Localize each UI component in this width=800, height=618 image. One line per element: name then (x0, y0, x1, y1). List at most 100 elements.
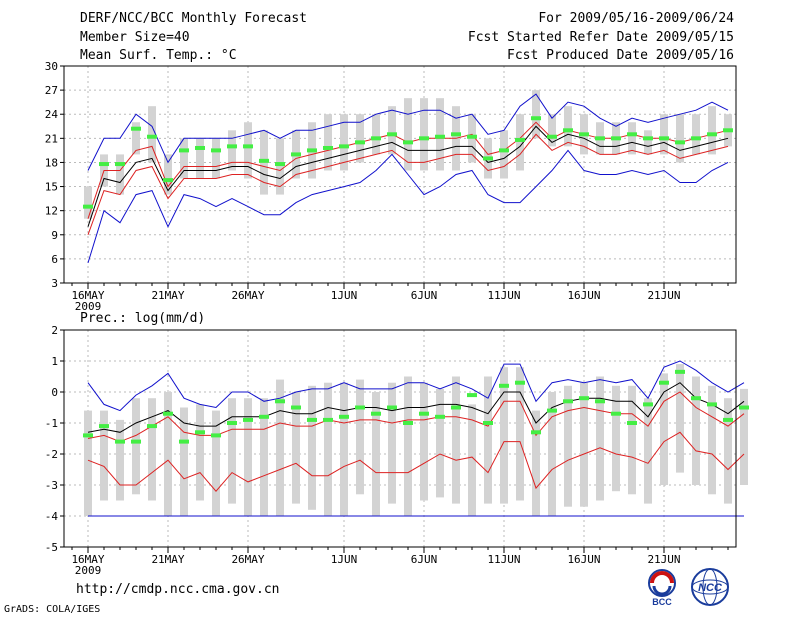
temp-ensemble-mean-mark (435, 134, 445, 139)
prec-spread-bar (484, 376, 492, 504)
prec-ensemble-mean-mark (691, 396, 701, 401)
prec-ensemble-mean-mark (707, 402, 717, 407)
prec-panel-title: Prec.: log(mm/d) (80, 311, 205, 326)
temp-ytick-label: 6 (51, 253, 58, 266)
refer-date: Fcst Started Refer Date 2009/05/15 (467, 30, 734, 45)
prec-xtick-label: 1JUN (331, 553, 358, 566)
temp-ensemble-mean-mark (499, 148, 509, 153)
prec-spread-bar (244, 398, 252, 516)
prec-ensemble-mean-mark (195, 430, 205, 435)
grads-credit: GrADS: COLA/IGES (4, 604, 101, 615)
temp-spread-bar (628, 122, 636, 155)
prec-spread-bar (196, 404, 204, 501)
temp-ytick-label: 12 (45, 205, 58, 218)
prec-ensemble-mean-mark (595, 399, 605, 404)
prec-ytick-label: -3 (45, 479, 58, 492)
prec-ensemble-mean-mark (355, 405, 365, 410)
temp-spread-bar (356, 114, 364, 163)
prec-ensemble-mean-mark (739, 405, 749, 410)
temp-ytick-label: 24 (45, 108, 59, 121)
prec-series-median (87, 382, 745, 433)
temp-ensemble-mean-mark (307, 148, 317, 153)
prec-ensemble-mean-mark (467, 393, 477, 398)
temp-spread-bar (276, 138, 284, 195)
temp-panel-title: Mean Surf. Temp.: °C (80, 48, 237, 63)
temp-ensemble-mean-mark (115, 162, 125, 167)
temp-ensemble-mean-mark (531, 116, 541, 121)
temp-spread-bar (420, 98, 428, 171)
prec-ensemble-mean-mark (435, 414, 445, 419)
prec-spread-bar (84, 410, 92, 516)
temp-ensemble-mean-mark (275, 162, 285, 167)
prec-ensemble-mean-mark (627, 421, 637, 425)
prec-spread-bar (180, 407, 188, 516)
prec-spread-bar (532, 410, 540, 516)
prec-spread-bar (388, 382, 396, 504)
temp-year-label: 2009 (75, 300, 102, 313)
prec-ensemble-mean-mark (307, 417, 317, 422)
prec-ytick-label: 0 (51, 386, 58, 399)
temp-ensemble-mean-mark (563, 128, 573, 133)
prec-year-label: 2009 (75, 564, 102, 577)
temp-ensemble-mean-mark (371, 136, 381, 141)
temp-xtick-label: 16MAY (71, 289, 104, 302)
prec-frame (63, 329, 737, 548)
prec-ensemble-mean-mark (483, 421, 493, 425)
temp-spread-bar (676, 114, 684, 163)
prec-ensemble-mean-mark (227, 421, 237, 425)
prec-ensemble-mean-mark (419, 411, 429, 416)
prec-spread-bar (292, 392, 300, 504)
temp-spread-bar (116, 154, 124, 195)
prec-spread-bar (356, 379, 364, 495)
prec-ensemble-mean-mark (99, 424, 109, 429)
prec-spread-bar (116, 419, 124, 501)
prec-spread-bar (708, 385, 716, 495)
ncc-logo: NCC (691, 568, 729, 606)
temp-spread-bar (132, 122, 140, 155)
temp-ensemble-mean-mark (243, 144, 253, 149)
temp-ytick-label: 15 (45, 181, 58, 194)
temp-spread-bar (404, 98, 412, 171)
temp-ensemble-mean-mark (227, 144, 237, 149)
temp-ensemble-mean-mark (595, 136, 605, 141)
temp-spread-bar (196, 138, 204, 179)
temp-ensemble-mean-mark (179, 148, 189, 153)
prec-spread-bar (452, 376, 460, 504)
bcc-logo: BCC (648, 569, 676, 607)
temp-ensemble-mean-mark (483, 156, 493, 161)
source-url[interactable]: http://cmdp.ncc.cma.gov.cn (76, 582, 280, 597)
prec-ensemble-mean-mark (659, 380, 669, 385)
temp-spread-bar (372, 114, 380, 155)
prec-ensemble-mean-mark (211, 433, 221, 438)
prec-xtick-label: 21MAY (151, 553, 184, 566)
prec-spread-bar (148, 398, 156, 501)
prec-ensemble-mean-mark (259, 414, 269, 419)
temp-ensemble-mean-mark (323, 145, 333, 150)
prec-xtick-label: 16JUN (567, 553, 600, 566)
temp-xtick-label: 21JUN (647, 289, 680, 302)
temp-spread-bar (436, 98, 444, 171)
prec-spread-bar (580, 382, 588, 507)
temp-ensemble-mean-mark (675, 140, 685, 145)
prec-series-upper_blue (87, 360, 745, 412)
prec-spread-bar (596, 376, 604, 501)
prec-spread-bar (372, 392, 380, 516)
prec-xtick-label: 11JUN (487, 553, 520, 566)
temp-xtick-label: 16JUN (567, 289, 600, 302)
prec-ensemble-mean-mark (403, 421, 413, 425)
temp-series-max (87, 149, 729, 264)
temp-spread-bar (388, 106, 396, 155)
temp-series-lower_red (87, 133, 729, 235)
temp-spread-bar (660, 114, 668, 155)
prec-spread-bar (548, 392, 556, 516)
temp-spread-bar (340, 114, 348, 171)
temp-ensemble-mean-mark (339, 144, 349, 149)
temp-spread-bar (644, 130, 652, 155)
temp-ensemble-mean-mark (83, 204, 93, 209)
temp-xtick-label: 1JUN (331, 289, 358, 302)
temp-spread-bar (532, 90, 540, 139)
prec-xtick-label: 6JUN (411, 553, 438, 566)
prec-ensemble-mean-mark (451, 405, 461, 410)
temp-ytick-label: 3 (51, 277, 58, 290)
forecast-title: DERF/NCC/BCC Monthly Forecast (80, 11, 307, 26)
